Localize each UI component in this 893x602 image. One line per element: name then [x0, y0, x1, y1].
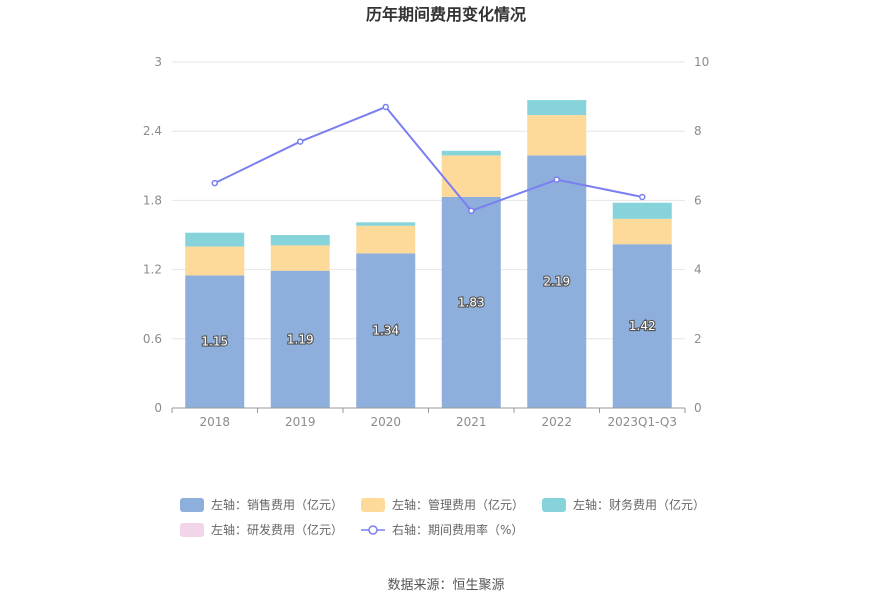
- bar-segment: [612, 218, 672, 245]
- x-tick-label: 2020: [370, 415, 401, 429]
- legend-swatch: [180, 523, 204, 537]
- bar-segment: [527, 100, 587, 116]
- right-tick-label: 2: [694, 332, 702, 346]
- bars: [185, 100, 672, 408]
- x-tick-label: 2021: [456, 415, 487, 429]
- data-labels: 1.15 1.19 1.34 1.83 2.19 1.42: [200, 274, 656, 350]
- right-tick-label: 0: [694, 401, 702, 415]
- legend-label: 左轴：财务费用（亿元）: [573, 497, 705, 512]
- bar-value-label: 1.42: [629, 319, 656, 333]
- legend-swatch: [180, 498, 204, 512]
- rate-line: [211, 103, 646, 215]
- legend-label: 左轴：研发费用（亿元）: [211, 522, 343, 537]
- legend-item: 左轴：研发费用（亿元）: [180, 522, 343, 537]
- bar-segment: [356, 253, 416, 408]
- bar-segment: [612, 202, 672, 219]
- bar-segment: [527, 115, 587, 156]
- legend-item: 左轴：管理费用（亿元）: [361, 497, 524, 512]
- bar-value-label: 1.34: [372, 324, 399, 338]
- left-tick-label: 1.8: [143, 193, 162, 207]
- rate-point: [553, 176, 560, 183]
- x-tick-label: 2018: [199, 415, 230, 429]
- bar-value-label: 1.83: [458, 295, 485, 309]
- left-tick-label: 2.4: [143, 124, 162, 138]
- bar-segment: [270, 245, 330, 271]
- right-tick-label: 4: [694, 263, 702, 277]
- legend: 左轴：销售费用（亿元） 左轴：管理费用（亿元） 左轴：财务费用（亿元） 左轴：研发费用…: [180, 497, 705, 537]
- left-tick-label: 0: [154, 401, 162, 415]
- bar-segment: [612, 244, 672, 408]
- bar-segment: [441, 196, 501, 408]
- legend-item: 左轴：财务费用（亿元）: [542, 497, 705, 512]
- chart-title: 历年期间费用变化情况: [366, 5, 526, 24]
- legend-item: 右轴：期间费用率（%）: [361, 522, 523, 537]
- x-tick-label: 2023Q1-Q3: [608, 415, 677, 429]
- legend-label: 右轴：期间费用率（%）: [392, 522, 523, 537]
- bar-segment: [527, 155, 587, 408]
- bar-segment: [356, 225, 416, 254]
- source-note: 数据来源：恒生聚源: [387, 578, 504, 593]
- legend-label: 左轴：管理费用（亿元）: [392, 497, 524, 512]
- legend-item: 左轴：销售费用（亿元）: [180, 497, 343, 512]
- bar-segment: [441, 150, 501, 156]
- x-tick-label: 2022: [541, 415, 572, 429]
- bar-segment: [185, 275, 245, 408]
- rate-point: [297, 138, 304, 145]
- x-tick-label: 2019: [285, 415, 316, 429]
- right-tick-label: 10: [694, 55, 709, 69]
- bar-value-label: 1.15: [201, 335, 228, 349]
- bar-segment: [441, 155, 501, 197]
- rate-point: [639, 193, 646, 201]
- legend-swatch: [361, 498, 385, 512]
- legend-marker: [368, 525, 378, 535]
- bar-segment: [270, 270, 330, 408]
- left-tick-label: 3: [154, 55, 162, 69]
- axes: 0 0.6 1.2 1.8 2.4 3 0 2 4 6 8 10 2018 2019 2020 2021 202…: [143, 55, 709, 429]
- bar-segment: [356, 222, 416, 226]
- grid: [172, 61, 685, 340]
- right-tick-label: 6: [694, 193, 702, 207]
- rate-line-path: [214, 105, 643, 212]
- left-tick-label: 0.6: [143, 332, 162, 346]
- legend-swatch: [542, 498, 566, 512]
- rate-point: [468, 207, 475, 215]
- right-tick-label: 8: [694, 124, 702, 138]
- legend-label: 左轴：销售费用（亿元）: [211, 497, 343, 512]
- bar-segment: [185, 232, 245, 247]
- rate-point: [382, 103, 389, 111]
- bar-value-label: 2.19: [543, 275, 570, 289]
- bar-value-label: 1.19: [287, 332, 314, 346]
- bar-segment: [270, 235, 330, 246]
- bar-segment: [185, 246, 245, 276]
- left-tick-label: 1.2: [143, 263, 162, 277]
- rate-point: [211, 179, 218, 187]
